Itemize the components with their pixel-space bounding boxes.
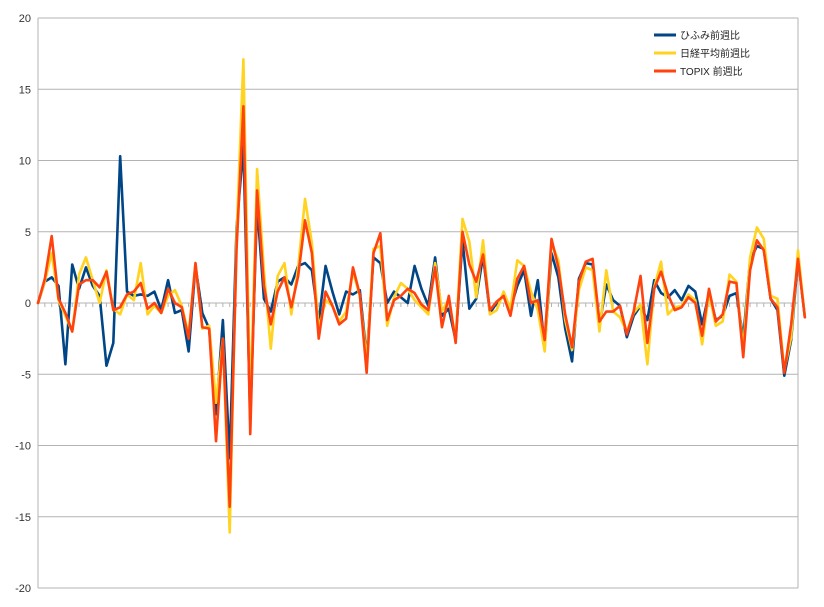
series-line-0 [36,144,807,460]
series-line-1 [36,58,807,534]
y-tick-label: 10 [19,156,31,168]
y-tick-label: 20 [19,13,31,25]
y-tick-label: 15 [19,84,31,96]
y-tick-label: -5 [21,369,31,381]
y-tick-label: 0 [25,298,31,310]
legend-entry-0: ひふみ前週比 [680,29,740,42]
y-tick-label: -15 [15,512,31,524]
y-axis: 20 15 10 5 0 -5 -10 -15 -20 [15,13,799,595]
legend-entry-1: 日経平均前週比 [680,47,750,60]
y-tick-label: -20 [15,583,31,595]
y-tick-label: 5 [25,227,31,239]
series-lines [36,58,807,534]
legend-entry-2: TOPIX 前週比 [680,65,743,78]
series-line-2 [36,105,807,509]
y-tick-label: -10 [15,441,31,453]
